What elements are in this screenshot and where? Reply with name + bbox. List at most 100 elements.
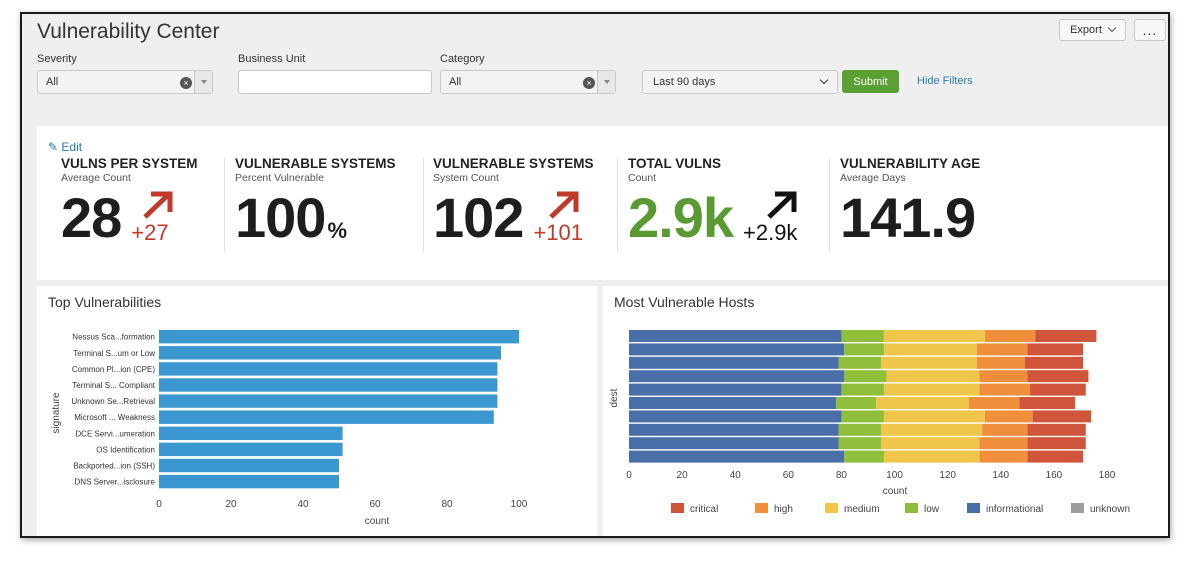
time-range-value: Last 90 days (653, 76, 716, 88)
kpi-vulnerability-age: VULNERABILITY AGE Average Days 141.9 (840, 156, 980, 252)
bar-segment-low (838, 356, 882, 369)
hide-filters-link[interactable]: Hide Filters (917, 75, 973, 87)
bar-segment-informational (629, 437, 839, 450)
trend-up-arrow-icon (767, 191, 797, 219)
caret-down-icon[interactable] (194, 71, 212, 93)
bar-segment-low (844, 370, 887, 383)
trend-up-arrow-icon (143, 191, 173, 219)
bar-segment-medium (883, 410, 985, 423)
bar-segment-high (982, 423, 1028, 436)
business-unit-input[interactable] (238, 70, 432, 94)
kpi-unit: % (327, 218, 347, 243)
bar-segment-informational (629, 343, 845, 356)
dashboard-window: Vulnerability Center Export ... Severity… (20, 12, 1170, 538)
chevron-down-icon (819, 75, 829, 85)
kpi-subtitle: System Count (433, 172, 499, 184)
x-tick-label: 120 (939, 470, 956, 481)
x-axis-label: count (883, 486, 908, 497)
most-vulnerable-hosts-chart: 0 20 40 60 80 100 120 140 160 180 count dest critica… (609, 330, 1130, 515)
bar-segment-critical (1024, 356, 1084, 369)
bar-segment-critical (1027, 450, 1084, 463)
x-tick-label: 80 (441, 499, 453, 510)
trend-value: +27 (131, 220, 169, 245)
legend-swatch (755, 503, 768, 513)
submit-button[interactable]: Submit (842, 70, 899, 93)
x-tick-label: 0 (626, 470, 632, 481)
bar-segment-high (979, 437, 1028, 450)
x-tick-label: 60 (783, 470, 795, 481)
kpi-subtitle: Average Count (61, 172, 131, 184)
bar-segment-critical (1029, 383, 1086, 396)
bar-segment-low (841, 330, 884, 342)
bar-segment-informational (629, 356, 839, 369)
bar (159, 442, 343, 457)
bar-segment-critical (1027, 343, 1084, 356)
bar-segment-low (836, 397, 876, 409)
clear-icon[interactable]: × (180, 77, 192, 89)
x-tick-label: 20 (225, 499, 237, 510)
bar (159, 346, 501, 360)
y-tick-label: DCE Servi...umeration (75, 429, 155, 438)
bar-segment-low (844, 450, 884, 463)
severity-select[interactable]: All × (37, 70, 213, 94)
bar-segment-informational (629, 410, 842, 423)
legend-swatch (825, 503, 838, 513)
export-button[interactable]: Export (1059, 19, 1126, 41)
y-tick-label: Common Pl...ion (CPE) (72, 365, 155, 374)
severity-value: All (46, 76, 59, 88)
bar (159, 394, 498, 408)
x-tick-label: 20 (677, 470, 689, 481)
bar-segment-informational (629, 370, 845, 383)
kpi-title: VULNERABLE SYSTEMS (235, 156, 396, 171)
legend-label: low (924, 504, 940, 515)
trend-indicator: +101 (533, 190, 591, 250)
chevron-down-icon (1107, 23, 1117, 33)
y-tick-label: OS Identification (96, 445, 155, 454)
pencil-icon: ✎ (48, 140, 59, 154)
kpi-panel: ✎ Edit VULNS PER SYSTEM Average Count 28… (37, 126, 1168, 280)
caret-down-icon[interactable] (597, 71, 615, 93)
x-tick-label: 100 (886, 470, 903, 481)
y-tick-label: Backported...ion (SSH) (73, 462, 155, 471)
bar (159, 458, 339, 473)
bar-segment-informational (629, 383, 842, 396)
edit-link[interactable]: ✎ Edit (48, 140, 82, 154)
legend-swatch (967, 503, 980, 513)
y-tick-label: Terminal S... Compliant (72, 381, 155, 390)
x-tick-label: 60 (369, 499, 381, 510)
category-select[interactable]: All × (440, 70, 616, 94)
bar-segment-high (979, 450, 1028, 463)
bar-segment-high (979, 383, 1030, 396)
severity-label: Severity (37, 53, 77, 65)
kpi-subtitle: Count (628, 172, 657, 184)
bar-segment-high (979, 370, 1028, 383)
bar-segment-informational (629, 330, 842, 342)
kpi-percent-vulnerable: VULNERABLE SYSTEMS Percent Vulnerable 10… (235, 156, 396, 252)
y-axis-label: signature (51, 392, 62, 434)
bar-segment-medium (883, 343, 977, 356)
legend-label: informational (986, 504, 1043, 515)
x-tick-label: 180 (1099, 470, 1116, 481)
more-options-button[interactable]: ... (1134, 19, 1166, 41)
category-label: Category (440, 53, 485, 65)
clear-icon[interactable]: × (583, 77, 595, 89)
legend-swatch (671, 503, 684, 513)
kpi-system-count: VULNERABLE SYSTEMS System Count 102 +101 (433, 156, 594, 252)
time-range-picker[interactable]: Last 90 days (642, 70, 838, 94)
kpi-title: VULNERABILITY AGE (840, 156, 981, 171)
bar-segment-high (976, 356, 1025, 369)
kpi-total-vulns: TOTAL VULNS Count 2.9k +2.9k (628, 156, 807, 252)
kpi-value: 141.9 (840, 186, 976, 249)
x-tick-label: 160 (1046, 470, 1063, 481)
bar (159, 426, 343, 440)
kpi-value: 102 (433, 186, 524, 249)
bar-segment-critical (1027, 437, 1086, 450)
bar-segment-high (976, 343, 1028, 356)
bar-segment-high (984, 410, 1033, 423)
bar-segment-high (968, 397, 1020, 409)
kpi-title: VULNERABLE SYSTEMS (433, 156, 594, 171)
bar-segment-critical (1019, 397, 1076, 409)
bar (159, 410, 494, 424)
bar-segment-low (838, 423, 882, 436)
bar-segment-medium (883, 383, 980, 396)
